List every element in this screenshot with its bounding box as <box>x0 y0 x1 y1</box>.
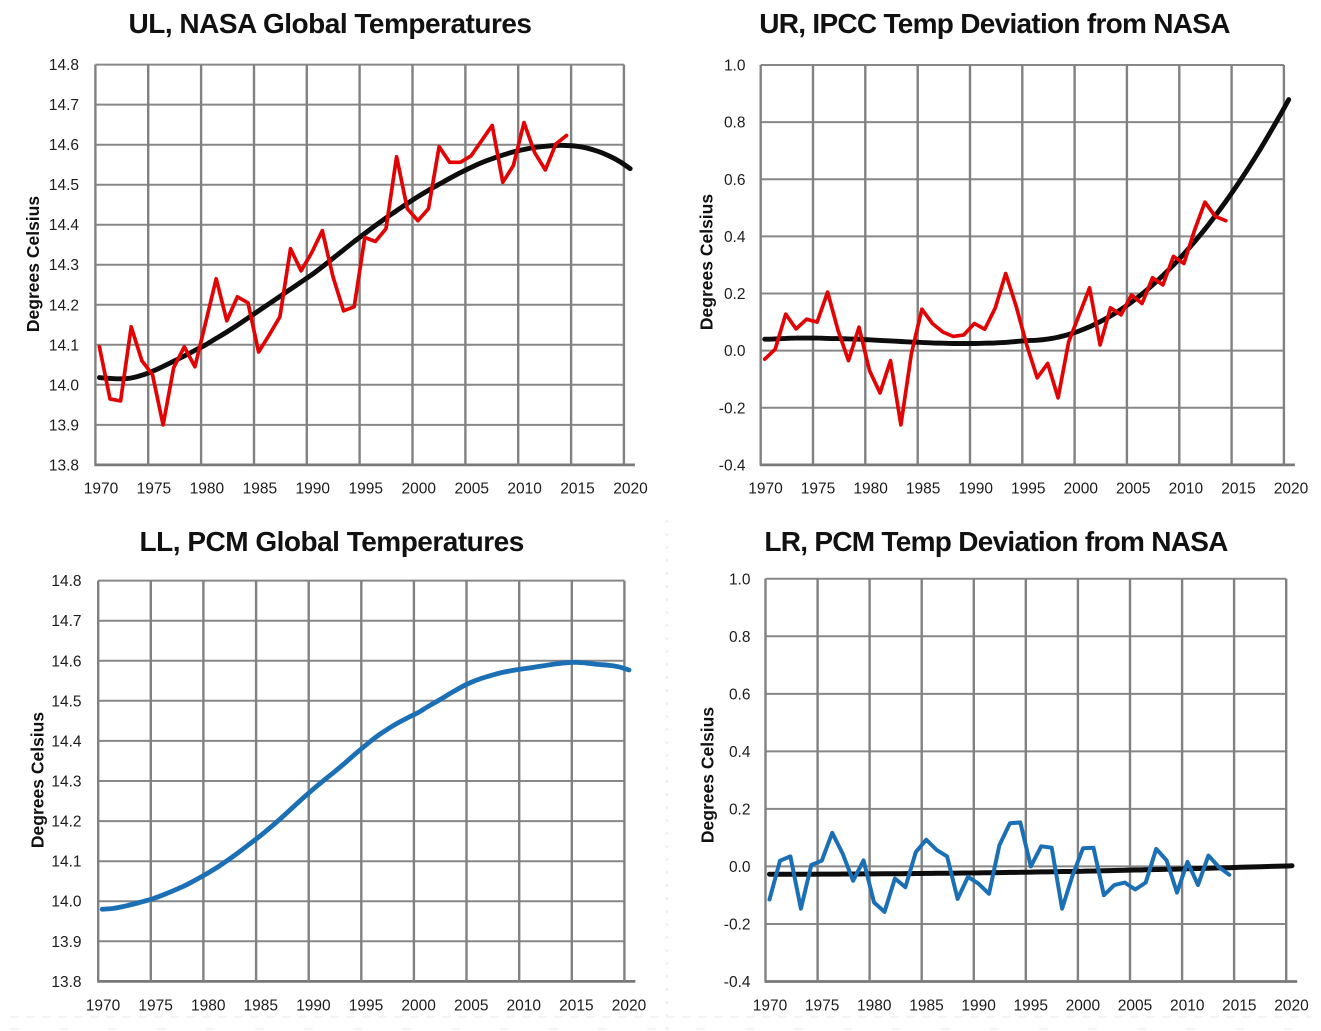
svg-text:14.0: 14.0 <box>49 377 80 394</box>
svg-text:1995: 1995 <box>349 998 383 1015</box>
svg-text:14.5: 14.5 <box>49 177 79 194</box>
svg-text:2005: 2005 <box>1116 481 1150 498</box>
svg-text:1.0: 1.0 <box>724 58 746 75</box>
svg-text:2015: 2015 <box>560 481 594 498</box>
svg-text:0.2: 0.2 <box>729 801 751 818</box>
svg-text:1975: 1975 <box>137 481 171 498</box>
svg-text:2010: 2010 <box>507 998 542 1015</box>
svg-text:14.5: 14.5 <box>51 693 81 710</box>
svg-text:2005: 2005 <box>1118 998 1152 1015</box>
svg-text:1985: 1985 <box>244 998 278 1015</box>
svg-text:14.6: 14.6 <box>51 653 81 670</box>
svg-text:LR, PCM Temp Deviation from NA: LR, PCM Temp Deviation from NASA <box>764 526 1228 557</box>
svg-text:2000: 2000 <box>401 998 436 1015</box>
svg-text:14.6: 14.6 <box>49 137 79 154</box>
svg-text:1975: 1975 <box>801 481 835 498</box>
svg-text:14.4: 14.4 <box>49 217 80 234</box>
svg-text:14.2: 14.2 <box>49 297 79 314</box>
svg-text:2010: 2010 <box>1169 481 1204 498</box>
svg-text:1980: 1980 <box>853 481 888 498</box>
svg-text:0.8: 0.8 <box>724 115 746 132</box>
svg-text:Degrees Celsius: Degrees Celsius <box>697 194 717 330</box>
svg-text:14.7: 14.7 <box>49 97 79 114</box>
svg-text:LL, PCM Global Temperatures: LL, PCM Global Temperatures <box>140 526 524 557</box>
svg-text:1990: 1990 <box>296 998 331 1015</box>
svg-text:14.1: 14.1 <box>51 854 81 871</box>
svg-text:14.2: 14.2 <box>51 814 81 831</box>
svg-text:14.1: 14.1 <box>49 337 79 354</box>
svg-text:13.9: 13.9 <box>51 934 81 951</box>
svg-text:-0.4: -0.4 <box>719 457 746 474</box>
svg-text:0.8: 0.8 <box>729 629 751 646</box>
svg-text:14.3: 14.3 <box>51 774 81 791</box>
svg-text:-0.4: -0.4 <box>724 974 751 991</box>
svg-text:1970: 1970 <box>86 998 121 1015</box>
svg-text:1.0: 1.0 <box>729 571 751 588</box>
svg-text:0.2: 0.2 <box>724 286 746 303</box>
svg-text:2010: 2010 <box>507 481 542 498</box>
svg-text:13.8: 13.8 <box>49 457 79 474</box>
svg-text:1995: 1995 <box>1011 481 1045 498</box>
svg-text:1970: 1970 <box>748 481 783 498</box>
svg-text:1990: 1990 <box>958 481 993 498</box>
svg-text:1995: 1995 <box>1014 998 1048 1015</box>
svg-text:2000: 2000 <box>1066 998 1101 1015</box>
svg-text:2015: 2015 <box>559 998 593 1015</box>
svg-text:1995: 1995 <box>349 481 383 498</box>
svg-text:2020: 2020 <box>1274 998 1309 1015</box>
svg-text:13.9: 13.9 <box>49 417 79 434</box>
svg-text:-0.2: -0.2 <box>719 400 746 417</box>
svg-text:Degrees Celsius: Degrees Celsius <box>23 196 43 332</box>
svg-text:1980: 1980 <box>857 998 892 1015</box>
svg-text:Degrees Celsius: Degrees Celsius <box>698 707 718 843</box>
svg-text:14.7: 14.7 <box>51 613 81 630</box>
svg-text:2005: 2005 <box>454 998 488 1015</box>
svg-text:1975: 1975 <box>805 998 839 1015</box>
svg-text:1980: 1980 <box>191 998 226 1015</box>
svg-text:1970: 1970 <box>753 998 788 1015</box>
svg-text:1990: 1990 <box>296 481 331 498</box>
svg-text:1980: 1980 <box>190 481 225 498</box>
svg-text:2010: 2010 <box>1170 998 1205 1015</box>
svg-text:0.0: 0.0 <box>724 343 746 360</box>
svg-text:2000: 2000 <box>401 481 436 498</box>
svg-text:2020: 2020 <box>1274 481 1309 498</box>
svg-text:14.3: 14.3 <box>49 257 79 274</box>
svg-text:1990: 1990 <box>961 998 996 1015</box>
svg-text:-0.2: -0.2 <box>724 917 751 934</box>
svg-text:1985: 1985 <box>243 481 277 498</box>
svg-text:Degrees Celsius: Degrees Celsius <box>28 712 48 848</box>
svg-text:14.4: 14.4 <box>51 733 82 750</box>
svg-text:0.4: 0.4 <box>729 744 751 761</box>
svg-text:13.8: 13.8 <box>51 974 81 991</box>
svg-text:1985: 1985 <box>909 998 943 1015</box>
svg-text:2000: 2000 <box>1064 481 1099 498</box>
svg-text:14.0: 14.0 <box>51 894 82 911</box>
svg-text:2005: 2005 <box>454 481 488 498</box>
svg-text:14.8: 14.8 <box>49 57 79 74</box>
svg-text:2020: 2020 <box>613 481 648 498</box>
svg-text:UR, IPCC Temp Deviation from N: UR, IPCC Temp Deviation from NASA <box>759 8 1230 39</box>
svg-text:0.6: 0.6 <box>729 686 751 703</box>
svg-text:1985: 1985 <box>906 481 940 498</box>
svg-text:1970: 1970 <box>84 481 119 498</box>
svg-text:0.6: 0.6 <box>724 172 746 189</box>
svg-text:UL, NASA Global Temperatures: UL, NASA Global Temperatures <box>129 8 532 39</box>
svg-text:2015: 2015 <box>1221 481 1255 498</box>
svg-text:1975: 1975 <box>138 998 172 1015</box>
svg-text:2020: 2020 <box>612 998 647 1015</box>
svg-text:14.8: 14.8 <box>51 573 81 590</box>
svg-text:2015: 2015 <box>1222 998 1256 1015</box>
svg-text:0.0: 0.0 <box>729 859 751 876</box>
svg-text:0.4: 0.4 <box>724 229 746 246</box>
